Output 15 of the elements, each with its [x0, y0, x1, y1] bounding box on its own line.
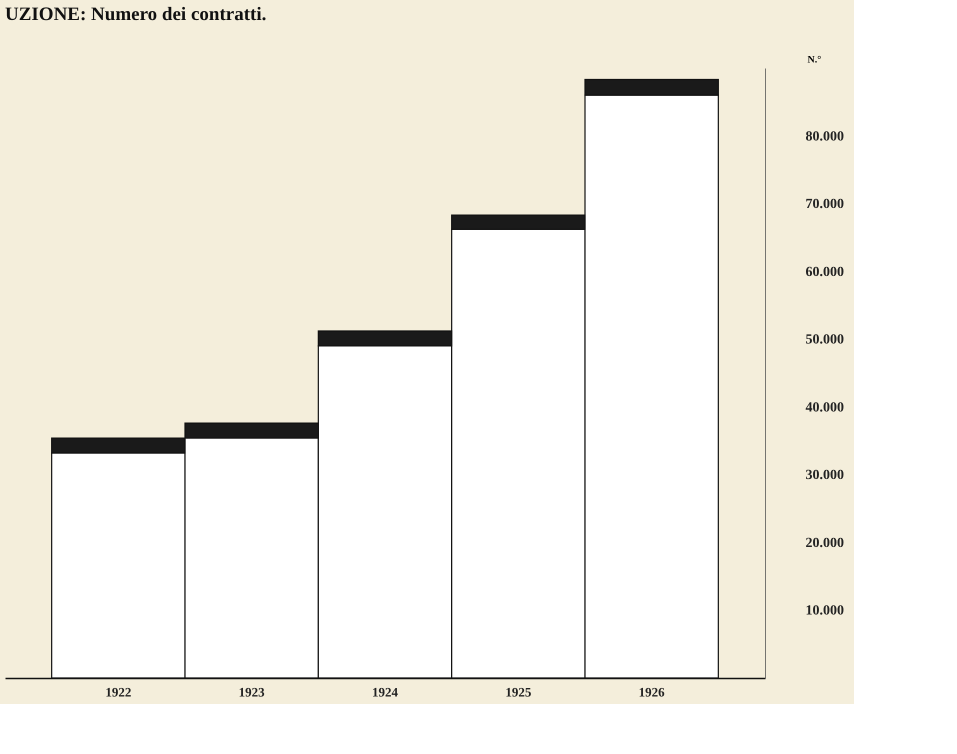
y-tick-label: 10.000	[806, 604, 844, 619]
y-tick-label: 70.000	[806, 197, 844, 212]
y-tick-label: 20.000	[806, 536, 844, 551]
y-tick-label: 30.000	[806, 468, 844, 484]
x-tick-label: 1923	[238, 684, 266, 700]
x-tick-label: 1922	[105, 684, 132, 700]
y-axis-title: N.°	[808, 54, 822, 66]
x-tick-label: 1926	[638, 684, 666, 700]
x-tick-label: 1925	[505, 684, 532, 700]
chart-title: UZIONE: Numero dei contratti.	[5, 4, 266, 25]
y-tick-label: 60.000	[806, 264, 844, 280]
y-tick-label: 80.000	[806, 129, 844, 144]
y-tick-label: 50.000	[806, 332, 844, 348]
y-tick-label: 40.000	[806, 400, 844, 416]
x-tick-label: 1924	[372, 684, 398, 700]
